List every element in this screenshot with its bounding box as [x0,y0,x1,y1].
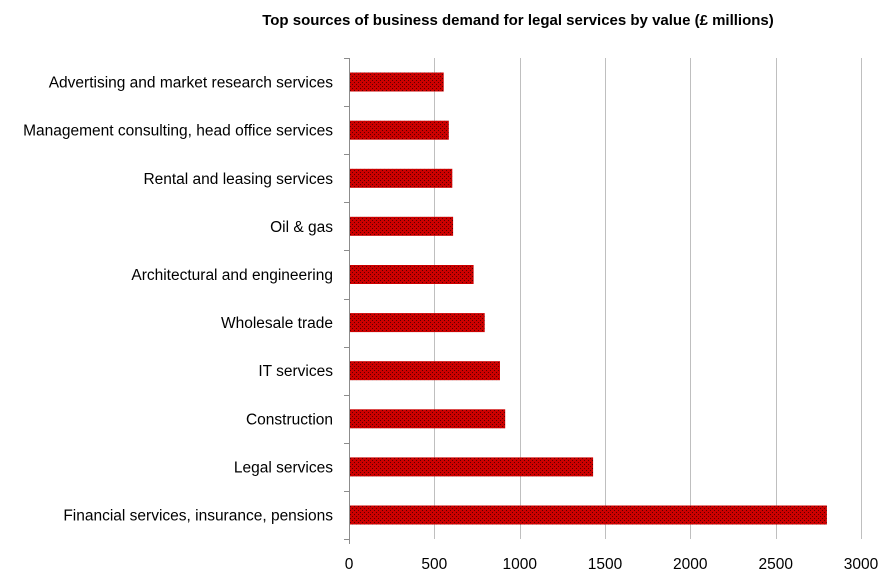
category-label: IT services [258,363,333,380]
bar-4 [350,265,474,284]
bar-5 [350,313,485,333]
x-tick-label: 0 [345,556,354,573]
x-tick-label: 1000 [502,556,537,573]
category-label: Rental and leasing services [143,171,333,188]
tick-labels: 0 500 1000 1500 2000 2500 3000 [345,556,879,573]
category-labels: Advertising and market research services… [23,75,333,525]
bar-8 [350,457,594,477]
bar-0 [350,72,444,92]
chart-title: Top sources of business demand for legal… [262,12,774,29]
category-label: Advertising and market research services [49,75,334,92]
axes [344,58,350,544]
bar-6 [350,361,500,381]
x-tick-label: 1500 [588,556,623,573]
bar-9 [350,505,827,525]
category-label: Wholesale trade [221,315,333,332]
bar-3 [350,216,454,236]
category-label: Architectural and engineering [131,267,333,284]
category-label: Management consulting, head office servi… [23,123,333,140]
bar-2 [350,168,453,188]
bar-1 [350,120,449,140]
bar-7 [350,409,506,429]
category-label: Oil & gas [270,219,333,236]
x-tick-label: 3000 [844,556,879,573]
category-label: Legal services [234,459,333,476]
x-tick-label: 2500 [758,556,793,573]
x-tick-label: 2000 [673,556,708,573]
category-label: Financial services, insurance, pensions [63,508,333,525]
bars [350,72,827,525]
x-tick-label: 500 [421,556,447,573]
category-label: Construction [246,411,333,428]
